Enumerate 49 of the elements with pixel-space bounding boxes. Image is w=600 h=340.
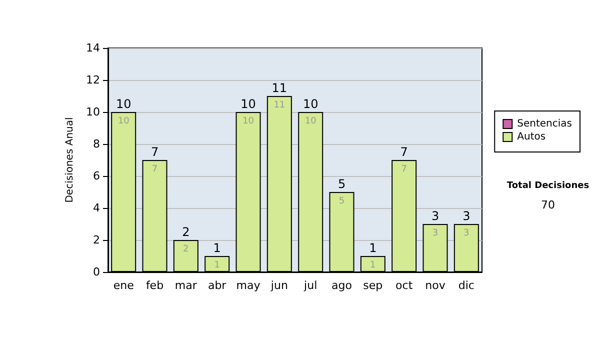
data-label: 11: [274, 100, 286, 110]
x-tick-label: abr: [208, 279, 227, 292]
total-label: 10: [116, 97, 132, 111]
total-label: 10: [240, 97, 256, 111]
y-tick-label: 6: [93, 170, 100, 182]
legend-label: Autos: [517, 132, 546, 142]
x-tick-label: jul: [303, 279, 318, 292]
data-label: 1: [370, 260, 376, 270]
x-tick-label: may: [236, 279, 261, 292]
y-tick-label: 4: [93, 202, 100, 214]
total-label: 7: [400, 145, 408, 159]
data-label: 7: [401, 164, 407, 174]
legend-label: Sentencias: [517, 118, 572, 130]
data-label: 10: [242, 116, 254, 126]
y-axis-title: Decisiones Anual: [64, 117, 76, 203]
data-label: 10: [118, 116, 130, 126]
total-label: 3: [431, 209, 440, 223]
y-tick-label: 8: [93, 138, 100, 150]
total-label: 11: [272, 81, 288, 95]
x-tick-label: dic: [458, 279, 474, 292]
total-label: 7: [150, 145, 159, 159]
x-tick-label: ago: [332, 279, 352, 292]
data-label: 3: [464, 228, 470, 238]
total-label: 1: [213, 241, 221, 255]
total-label: 3: [462, 209, 470, 223]
data-label: 2: [183, 244, 189, 254]
x-tick-label: oct: [396, 279, 414, 292]
y-tick-label: 14: [86, 42, 100, 54]
total-label: 10: [302, 97, 318, 111]
y-tick-label: 12: [86, 74, 100, 86]
total-label: 2: [182, 225, 190, 239]
text: 70: [541, 198, 555, 212]
total-label: 5: [338, 177, 346, 191]
data-label: 10: [304, 116, 317, 126]
y-tick-label: 2: [93, 234, 100, 246]
data-label: 3: [432, 228, 438, 238]
x-tick-label: mar: [174, 279, 198, 292]
x-tick-label: sep: [363, 279, 383, 292]
data-label: 7: [152, 164, 158, 174]
total-label: 1: [369, 241, 377, 255]
y-tick-label: 10: [86, 106, 100, 118]
x-tick-label: nov: [425, 279, 446, 292]
x-tick-label: feb: [146, 279, 164, 292]
x-tick-label: ene: [113, 279, 134, 292]
y-tick-label: 0: [93, 266, 100, 278]
data-label: 1: [214, 260, 220, 270]
data-label: 5: [338, 196, 345, 206]
text: Total Decisiones: [506, 181, 590, 191]
x-tick-label: jun: [270, 279, 288, 292]
